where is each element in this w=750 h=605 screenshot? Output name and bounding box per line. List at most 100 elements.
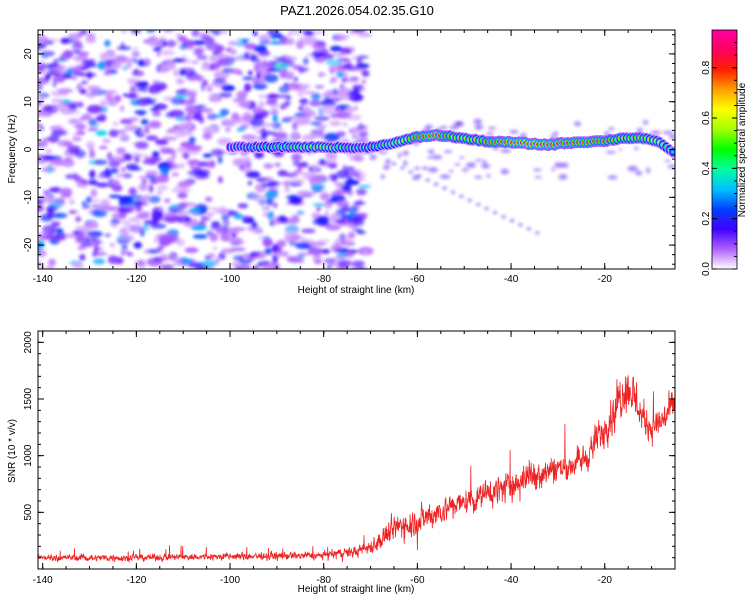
- x-tick-label: -60: [410, 575, 425, 586]
- noise-blob: [187, 159, 200, 165]
- figure-title: PAZ1.2026.054.02.35.G10: [280, 3, 434, 18]
- noise-blob: [135, 205, 143, 213]
- snr-xlabel: Height of straight line (km): [298, 584, 415, 595]
- noise-blob: [107, 96, 114, 102]
- noise-blob: [99, 52, 108, 60]
- noise-blob: [259, 77, 265, 84]
- noise-blob: [148, 85, 156, 94]
- noise-blob: [466, 162, 476, 169]
- noise-blob: [268, 110, 280, 115]
- noise-blob: [526, 227, 531, 231]
- noise-blob: [128, 116, 140, 122]
- noise-blob: [172, 258, 183, 267]
- noise-blob: [303, 57, 309, 66]
- colorbar-tick-label: 0.0: [701, 262, 712, 276]
- colorbar-label: Normalized spectral amplitude: [737, 82, 748, 217]
- noise-blob: [627, 165, 638, 172]
- noise-blob: [134, 81, 149, 88]
- noise-blob: [175, 93, 189, 98]
- noise-blob: [260, 127, 266, 134]
- noise-blob: [342, 184, 352, 192]
- noise-blob: [332, 173, 338, 183]
- noise-blob: [247, 70, 253, 76]
- noise-blob: [353, 67, 367, 72]
- noise-blob: [667, 164, 675, 169]
- noise-blob: [119, 227, 129, 234]
- noise-blob: [67, 118, 84, 125]
- noise-blob: [481, 163, 491, 169]
- noise-blob: [473, 118, 483, 125]
- noise-blob: [151, 211, 164, 221]
- noise-blob: [159, 49, 175, 56]
- noise-blob: [38, 204, 44, 212]
- noise-blob: [209, 226, 219, 230]
- noise-blob: [71, 42, 84, 52]
- noise-blob: [252, 31, 258, 37]
- noise-blob: [342, 64, 350, 68]
- noise-blob: [330, 212, 342, 221]
- noise-blob: [90, 199, 101, 203]
- noise-blob: [200, 82, 206, 92]
- noise-blob: [72, 76, 77, 80]
- noise-blob: [38, 249, 41, 254]
- noise-blob: [134, 110, 147, 115]
- noise-blob: [142, 222, 149, 232]
- noise-blob: [425, 178, 430, 182]
- noise-blob: [129, 225, 144, 233]
- noise-blob: [38, 261, 44, 269]
- noise-blob: [122, 153, 133, 161]
- noise-blob: [163, 215, 180, 223]
- noise-blob: [221, 211, 229, 216]
- noise-blob: [360, 132, 364, 137]
- colorbar-tick-label: 0.8: [701, 60, 712, 74]
- noise-blob: [236, 127, 246, 132]
- noise-blob: [62, 50, 74, 59]
- noise-blob: [662, 130, 674, 135]
- noise-blob: [352, 84, 364, 90]
- noise-blob: [153, 175, 170, 183]
- noise-blob: [81, 201, 87, 206]
- noise-blob: [295, 242, 311, 250]
- noise-blob: [273, 62, 289, 69]
- noise-blob: [38, 92, 50, 98]
- noise-blob: [190, 225, 207, 231]
- noise-blob: [222, 220, 230, 227]
- noise-blob: [121, 30, 128, 34]
- noise-blob: [56, 103, 67, 111]
- noise-blob: [75, 230, 85, 240]
- noise-blob: [237, 266, 253, 269]
- noise-blob: [256, 71, 262, 80]
- noise-blob: [158, 205, 165, 211]
- noise-blob: [217, 92, 233, 98]
- x-tick-label: -80: [316, 274, 331, 285]
- colorbar-ticks: 0.0 0.2 0.4 0.6 0.8: [701, 42, 737, 276]
- noise-blob: [126, 252, 134, 257]
- noise-blob: [181, 69, 186, 75]
- noise-blob: [266, 211, 275, 220]
- colorbar-tick-label: 0.6: [701, 111, 712, 125]
- noise-blob: [166, 157, 175, 164]
- noise-blob: [474, 124, 484, 130]
- spectrogram-xlabel: Height of straight line (km): [298, 285, 415, 296]
- noise-blob: [89, 149, 96, 159]
- noise-blob: [186, 145, 203, 151]
- noise-blob: [162, 30, 174, 33]
- noise-blob: [155, 139, 169, 146]
- noise-blob: [244, 43, 257, 50]
- noise-blob: [356, 230, 366, 235]
- spectrogram-image: [38, 30, 675, 269]
- noise-blob: [340, 139, 351, 143]
- noise-blob: [157, 190, 163, 196]
- noise-blob: [120, 251, 126, 255]
- noise-blob: [41, 234, 56, 241]
- noise-blob: [202, 153, 212, 158]
- noise-blob: [272, 255, 278, 264]
- noise-blob: [344, 179, 360, 186]
- noise-blob: [266, 181, 273, 188]
- noise-blob: [316, 206, 321, 212]
- noise-blob: [135, 195, 148, 203]
- noise-blob: [195, 104, 206, 109]
- noise-blob: [190, 114, 202, 121]
- noise-blob: [309, 191, 317, 196]
- y-tick-label: 20: [23, 48, 34, 60]
